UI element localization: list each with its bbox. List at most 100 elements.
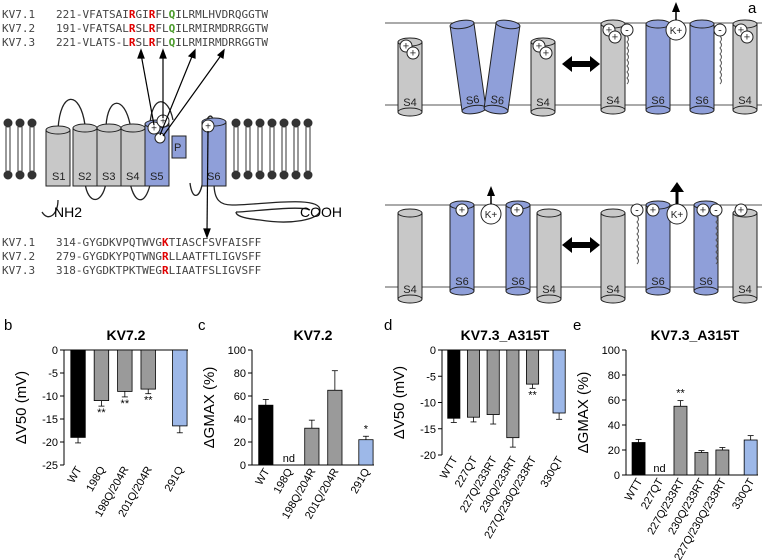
gating-charge-sign: + <box>536 41 542 53</box>
flux-arrow-head <box>487 186 495 196</box>
segment-label: S6 <box>207 171 220 183</box>
bar <box>673 405 688 476</box>
helix-s6: S6 <box>201 117 227 187</box>
alignment-row-kv71: KV7.1 221-VFATSAIRGIRFLQILRMLHVDRQGGTW <box>2 8 268 21</box>
s4-helix: S4 <box>397 208 423 304</box>
helix-s1: S1 <box>45 125 71 187</box>
segment-label: S2 <box>78 171 91 183</box>
gating-charge <box>510 203 524 217</box>
y-axis-label: ΔGMAX (%) <box>201 367 218 449</box>
y-tick-label: 60 <box>608 395 620 407</box>
gating-charge-sign: + <box>606 25 612 37</box>
bar <box>70 349 86 438</box>
s6-charge: + <box>201 119 215 133</box>
lipid-charge-sign: - <box>718 25 722 37</box>
linker <box>626 35 629 85</box>
bar <box>526 349 540 385</box>
helix-s2: S2 <box>72 123 98 187</box>
alignment-row-kv71: KV7.1 314-GYGDKVPQTWVGKTIASCFSVFAISFF <box>2 236 261 249</box>
y-tick-label: -15 <box>420 424 436 436</box>
significance-label: ** <box>121 398 130 410</box>
segment-label: S3 <box>102 171 115 183</box>
alignment-name: KV7.1 <box>2 236 35 249</box>
equilibrium-arrow <box>562 237 600 253</box>
category-label: WT <box>66 464 85 485</box>
y-tick-label: 60 <box>234 391 246 403</box>
alignment-name: KV7.2 <box>2 250 35 263</box>
y-tick-label: 100 <box>228 345 246 357</box>
bar <box>743 439 758 476</box>
equilibrium-arrow <box>562 56 600 72</box>
segment-label: S6 <box>695 95 708 107</box>
chart-title: KV7.3_A315T <box>651 327 740 343</box>
category-label: 198Q <box>84 464 108 494</box>
y-tick-label: 0 <box>430 345 436 357</box>
linker <box>715 215 718 265</box>
gating-charge <box>740 30 754 44</box>
c-tail <box>235 207 311 213</box>
y-tick-label: 100 <box>602 345 620 357</box>
helix-s4: S4 <box>120 123 146 187</box>
s6-helix: S6 <box>693 200 719 296</box>
s4-helix: S4 <box>732 208 758 304</box>
gating-charge <box>646 203 660 217</box>
alignment-row-kv72: KV7.2 191-VFATSALRSLRFLQILRMIRMDRRGGTW <box>2 22 268 35</box>
panel-letter-a: a <box>748 0 757 17</box>
flux-arrow-head <box>670 182 684 192</box>
bar <box>631 442 646 476</box>
lipid-charge-sign: - <box>714 205 718 217</box>
cooh-label: COOH <box>300 204 342 220</box>
y-tick-label: 20 <box>608 445 620 457</box>
segment-label: S6 <box>465 94 480 108</box>
y-tick-label: 80 <box>608 370 620 382</box>
gating-charge <box>734 203 748 217</box>
y-tick-label: -15 <box>42 414 58 426</box>
s6-helix: S6 <box>645 19 671 115</box>
significance-label: * <box>364 423 369 435</box>
bar <box>358 439 374 466</box>
gating-charge <box>539 46 553 60</box>
segment-label: S6 <box>511 276 524 288</box>
alignment-row-kv73: KV7.3 318-GYGDKTPKTWEGRLIAATFSLIGVSFF <box>2 264 261 277</box>
s4-helix: S4 <box>536 208 562 304</box>
chart-title: KV7.2 <box>294 327 333 343</box>
alignment-name: KV7.2 <box>2 22 35 35</box>
gating-charge <box>608 30 622 44</box>
y-tick-label: 0 <box>614 470 620 482</box>
segment-label: S4 <box>606 95 619 107</box>
s6-helix: S6 <box>483 19 521 115</box>
gating-charge-sign: + <box>738 25 744 37</box>
y-axis-label: ΔGMAX (%) <box>575 372 592 454</box>
s6-helix: S6 <box>645 200 671 296</box>
bar <box>552 349 566 414</box>
significance-label: ** <box>528 389 537 401</box>
gating-charge <box>696 203 710 217</box>
bar <box>140 349 156 390</box>
helix-loops <box>41 98 321 223</box>
membrane-right <box>231 118 313 180</box>
membrane-left <box>3 118 37 180</box>
k-ion-label: K+ <box>670 26 683 37</box>
bar <box>506 349 520 439</box>
bar <box>447 349 461 419</box>
y-axis-label: ΔV50 (mV) <box>13 371 30 444</box>
y-tick-label: 0 <box>240 460 246 472</box>
y-tick-label: 40 <box>234 414 246 426</box>
y-tick-label: -10 <box>42 391 58 403</box>
svg-text:+: + <box>205 122 211 133</box>
segment-label: S5 <box>150 171 163 183</box>
bar <box>93 349 110 401</box>
gating-charge <box>406 46 420 60</box>
alignment-row-kv73: KV7.3 221-VLATS-LRSLRFLQILRMIRMDRRGGTW <box>2 36 268 49</box>
gating-charge-sign: + <box>514 205 520 217</box>
segment-label: S4 <box>403 97 416 109</box>
panel-letter-e: e <box>573 317 581 334</box>
segment-label: S6 <box>455 276 468 288</box>
y-tick-label: -10 <box>420 398 436 410</box>
gating-charge-sign: + <box>700 205 706 217</box>
significance-label: ** <box>97 407 106 419</box>
y-tick-label: 80 <box>234 368 246 380</box>
